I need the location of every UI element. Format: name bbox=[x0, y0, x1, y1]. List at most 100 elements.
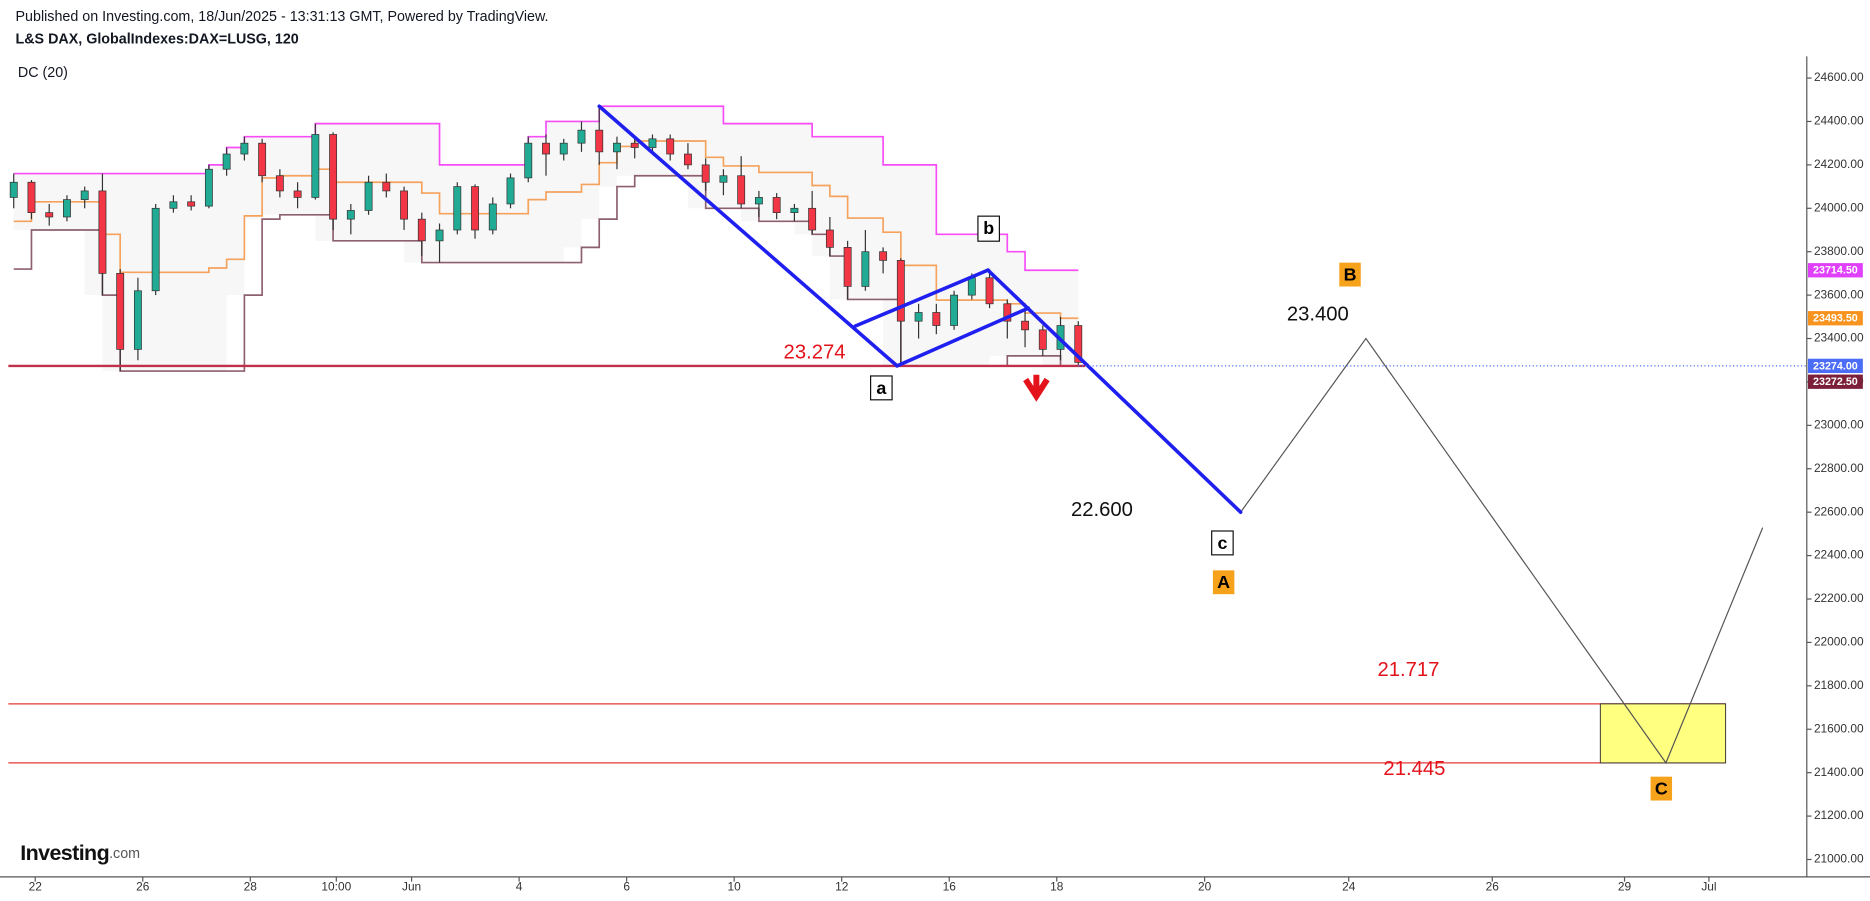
candle-body bbox=[435, 229, 444, 242]
plot-area bbox=[8, 56, 1807, 877]
candle-body bbox=[417, 218, 426, 242]
x-tick-label: 26 bbox=[136, 880, 150, 894]
y-tick-label: 21600.00 bbox=[1814, 721, 1864, 735]
wave-label-box bbox=[1211, 530, 1234, 556]
candle-body bbox=[133, 290, 142, 350]
candle-body bbox=[1021, 320, 1029, 331]
price-label: 23272.50 bbox=[1813, 376, 1858, 388]
x-tick-label: 28 bbox=[244, 880, 258, 894]
x-tick-label: 20 bbox=[1198, 880, 1212, 894]
publisher: Published on Investing.com, 18/Jun/2025 … bbox=[16, 9, 549, 25]
y-tick-label: 23800.00 bbox=[1814, 244, 1864, 258]
candle-body bbox=[559, 142, 568, 155]
y-tick-label: 24600.00 bbox=[1814, 70, 1864, 84]
brand: Investing bbox=[20, 841, 109, 865]
candle-body bbox=[80, 190, 89, 200]
candle-body bbox=[506, 177, 515, 205]
candle-body bbox=[1038, 329, 1047, 350]
y-tick-label: 24400.00 bbox=[1814, 114, 1864, 128]
x-tick-label: 10 bbox=[728, 880, 742, 894]
candle-body bbox=[400, 190, 408, 220]
candle-body bbox=[595, 129, 604, 153]
target-label: 22.600 bbox=[1071, 499, 1133, 521]
candle-body bbox=[453, 186, 462, 231]
wave-line bbox=[895, 306, 1031, 368]
candle-body bbox=[275, 175, 284, 192]
indicator-label: DC (20) bbox=[18, 65, 68, 81]
x-tick-label: 6 bbox=[623, 880, 630, 894]
y-tick-label: 22600.00 bbox=[1814, 504, 1864, 518]
candle-body bbox=[701, 164, 710, 183]
level-label: 21.717 bbox=[1377, 659, 1439, 681]
candle-body bbox=[258, 142, 267, 177]
level-label: 21.445 bbox=[1383, 758, 1445, 780]
candle-body bbox=[471, 186, 479, 231]
candle-body bbox=[684, 153, 692, 166]
x-tick-label: 24 bbox=[1342, 880, 1356, 894]
wave-line bbox=[853, 268, 990, 328]
candle-body bbox=[985, 277, 994, 305]
price-label-box bbox=[1807, 311, 1863, 326]
price-label: 23714.50 bbox=[1813, 265, 1858, 277]
candle-body bbox=[204, 168, 213, 207]
candle-body bbox=[879, 251, 888, 261]
wave-line bbox=[986, 268, 1243, 514]
down-arrow bbox=[1023, 374, 1050, 402]
channel-line bbox=[13, 105, 1079, 272]
degree-label: A bbox=[1217, 572, 1230, 592]
x-tick-label: 29 bbox=[1618, 880, 1632, 894]
candle-body bbox=[613, 142, 621, 153]
candle-body bbox=[1003, 303, 1012, 322]
candle-body bbox=[719, 175, 728, 183]
channel-line bbox=[13, 140, 1079, 320]
price-label-box bbox=[1807, 374, 1863, 389]
y-tick-label: 24200.00 bbox=[1814, 157, 1864, 171]
candle-body bbox=[737, 175, 746, 205]
candle-body bbox=[116, 273, 125, 350]
candle-body bbox=[790, 207, 799, 213]
candle-body bbox=[577, 129, 586, 144]
candle-body bbox=[825, 229, 834, 248]
price-label: 23493.50 bbox=[1813, 313, 1858, 325]
brand-logo: Investing.com bbox=[20, 841, 140, 865]
degree-label: B bbox=[1344, 265, 1357, 285]
target-label: 23.400 bbox=[1287, 303, 1349, 325]
candle-body bbox=[754, 197, 763, 205]
target-box bbox=[1599, 703, 1727, 764]
candle-body bbox=[187, 201, 196, 207]
candle-body bbox=[967, 277, 976, 296]
candle-body bbox=[808, 207, 817, 231]
candle-body bbox=[861, 251, 870, 287]
candle-body bbox=[151, 207, 160, 292]
candle-body bbox=[896, 260, 905, 322]
y-tick-label: 21200.00 bbox=[1814, 808, 1864, 822]
candle-body bbox=[488, 203, 497, 231]
y-tick-label: 23400.00 bbox=[1814, 331, 1864, 345]
y-tick-label: 21800.00 bbox=[1814, 678, 1864, 692]
degree-label-box bbox=[1212, 570, 1235, 595]
candle-body bbox=[346, 210, 355, 220]
candle-body bbox=[843, 247, 852, 287]
candle-body bbox=[914, 312, 923, 322]
candle-body bbox=[9, 181, 18, 198]
degree-label-box bbox=[1339, 262, 1361, 287]
candle-body bbox=[932, 312, 941, 326]
x-tick-label: 16 bbox=[943, 880, 957, 894]
y-tick-label: 22400.00 bbox=[1814, 548, 1864, 562]
y-tick-label: 23000.00 bbox=[1814, 418, 1864, 432]
brand-suffix: .com bbox=[109, 846, 140, 862]
y-tick-label: 24000.00 bbox=[1814, 200, 1864, 214]
y-tick-label: 21000.00 bbox=[1814, 852, 1864, 866]
candle-body bbox=[222, 153, 231, 170]
candle-body bbox=[27, 181, 36, 213]
degree-label: C bbox=[1655, 779, 1668, 799]
candle-body bbox=[169, 201, 178, 209]
chart-title: L&S DAX, GlobalIndexes:DAX=LUSG, 120 bbox=[16, 31, 299, 47]
candle-body bbox=[98, 190, 107, 274]
degree-label-box bbox=[1650, 776, 1673, 801]
channel-line bbox=[13, 174, 1079, 372]
candle-body bbox=[666, 138, 675, 155]
price-label: 23274.00 bbox=[1813, 360, 1858, 372]
wave-label: b bbox=[983, 218, 994, 238]
